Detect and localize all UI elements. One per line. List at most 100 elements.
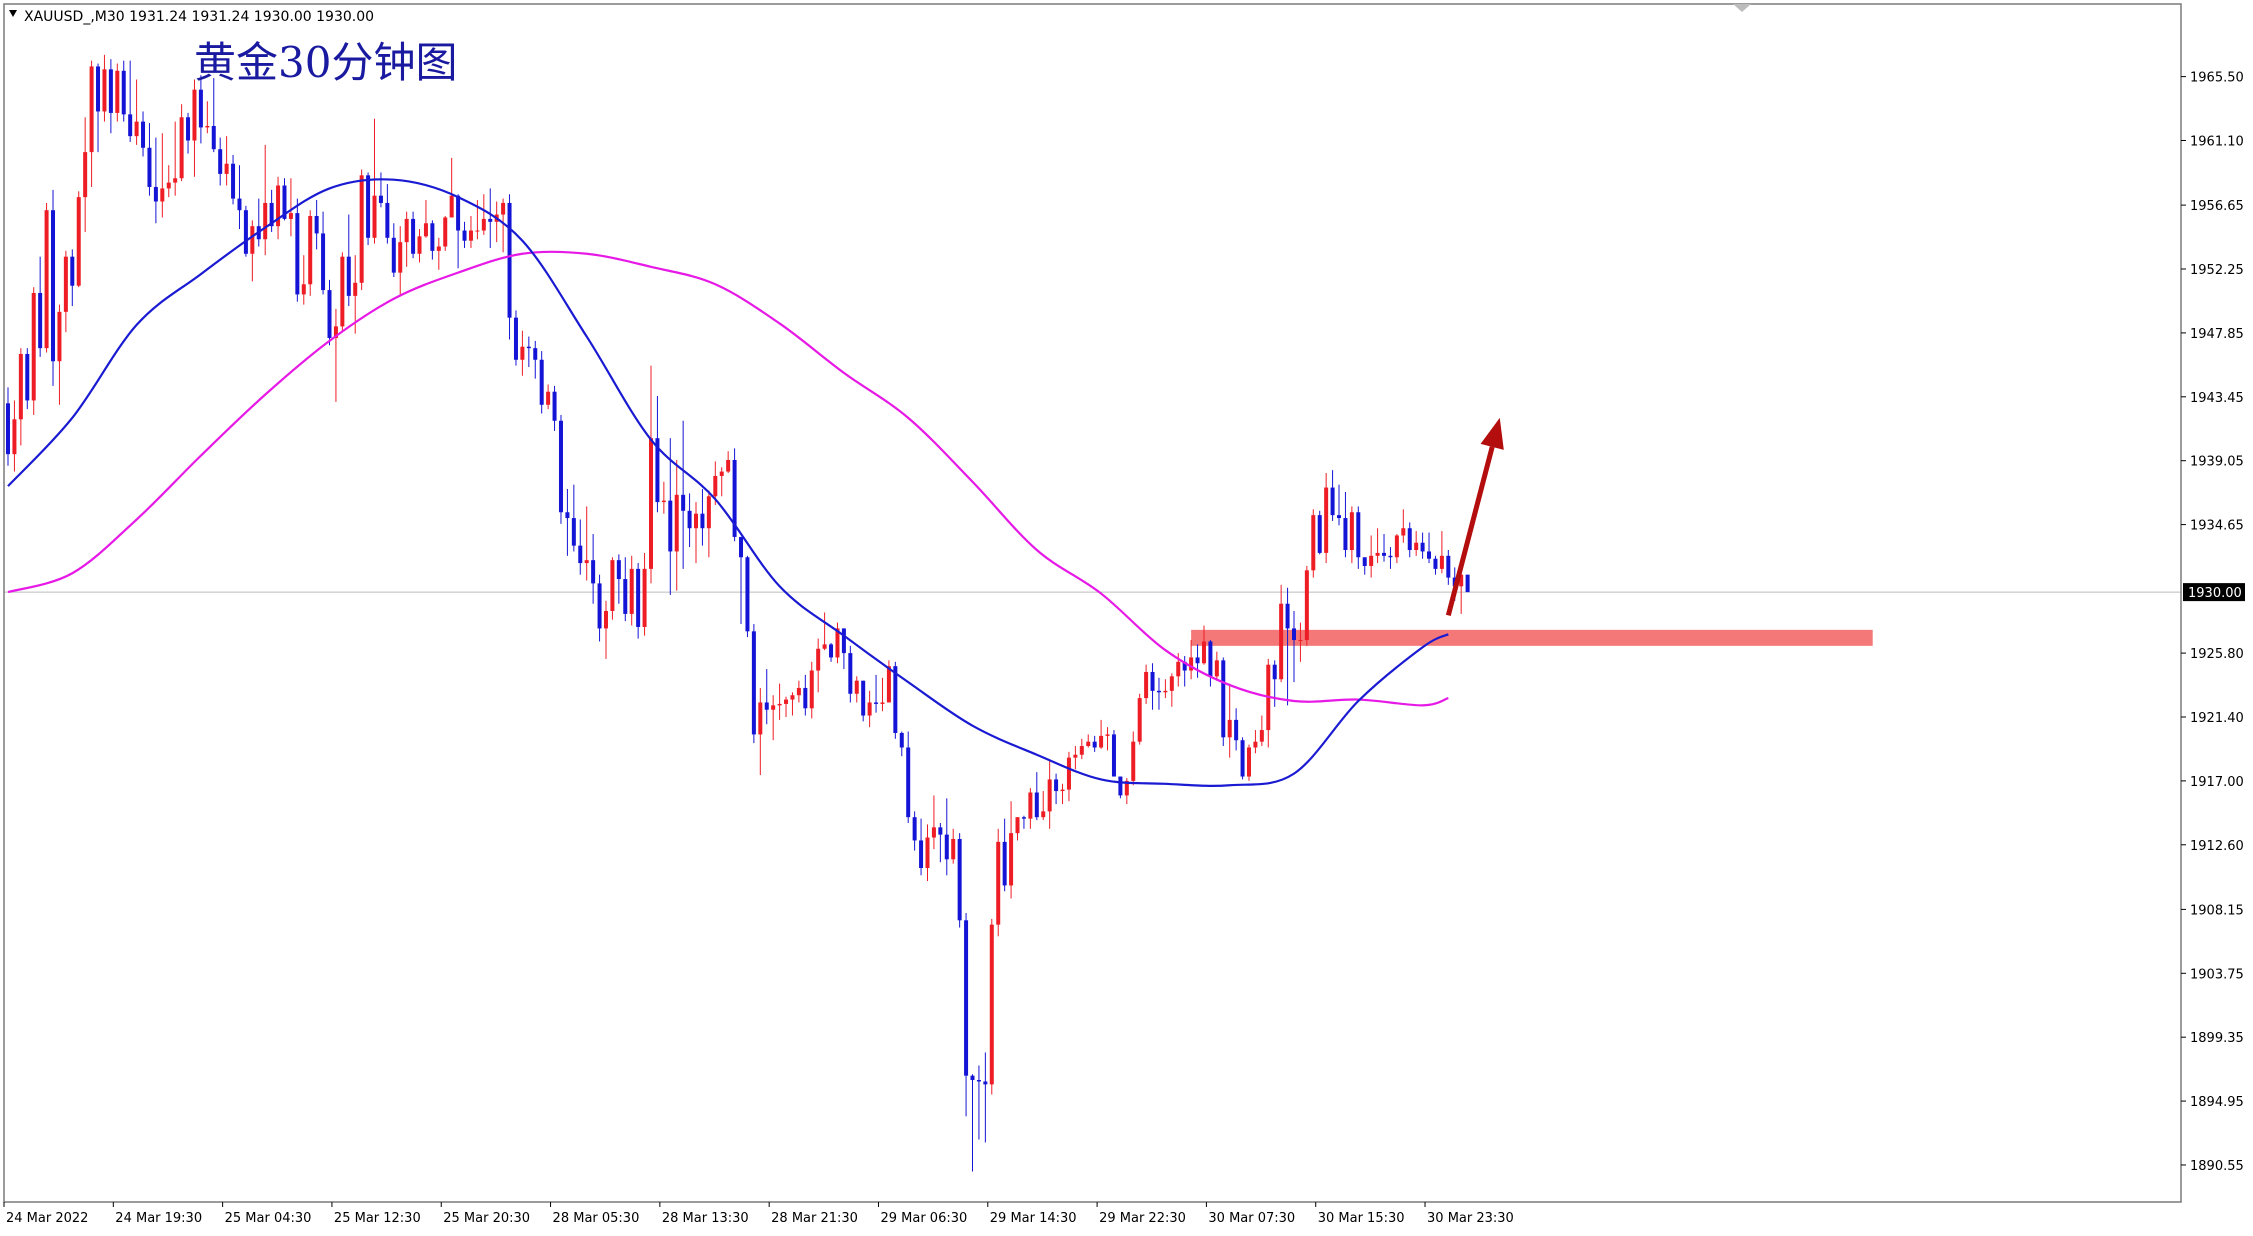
candle-body [237, 198, 242, 211]
candle [205, 101, 210, 134]
candle [224, 136, 229, 186]
candle-body [353, 282, 358, 296]
y-tick-label: 1921.40 [2190, 711, 2244, 726]
candle [1092, 735, 1097, 752]
candle [796, 680, 801, 703]
candle-body [340, 256, 345, 327]
candle-body [610, 560, 615, 611]
candle [411, 211, 416, 259]
candle-body [63, 256, 68, 312]
candle-body [70, 256, 75, 286]
candle-body [976, 1080, 981, 1082]
candle [1420, 532, 1425, 559]
candle [784, 696, 789, 717]
x-tick-label: 29 Mar 06:30 [880, 1211, 967, 1226]
candle-body [1099, 735, 1104, 748]
candle-body [108, 69, 113, 113]
candle [443, 216, 448, 251]
candle [1214, 651, 1219, 681]
candle [1382, 534, 1387, 562]
candle-body [398, 242, 403, 273]
candle [147, 123, 152, 196]
candle-body [758, 702, 763, 735]
candle-body [468, 230, 473, 241]
candle [327, 279, 332, 346]
candle-body [218, 149, 223, 174]
candle [1246, 744, 1251, 781]
candle [719, 467, 724, 497]
candle-body [1259, 730, 1264, 742]
candle [263, 144, 268, 256]
candle-body [1221, 660, 1226, 738]
candle [874, 674, 879, 713]
candle-body [854, 680, 859, 694]
candle-body [1041, 811, 1046, 818]
candle [623, 557, 628, 622]
candle [1317, 510, 1322, 555]
candle-body [931, 827, 936, 838]
candle-body [603, 610, 608, 629]
candle-body [115, 70, 120, 113]
candle [649, 365, 653, 584]
candle-body [1105, 734, 1110, 736]
candle [1041, 791, 1046, 821]
candle [83, 117, 88, 232]
candle [449, 157, 454, 218]
candle-body [1311, 515, 1316, 571]
candle-body [1317, 515, 1322, 553]
candle [803, 674, 808, 716]
candle [404, 211, 409, 267]
candle [751, 624, 756, 744]
candle-body [1324, 487, 1329, 553]
candle [1099, 719, 1104, 749]
candle [764, 669, 769, 725]
candle [758, 687, 763, 776]
candle-body [1195, 657, 1200, 664]
candle-body [1189, 657, 1194, 671]
candle-body [488, 218, 493, 222]
candle-body [57, 311, 62, 362]
candle [1060, 783, 1065, 805]
candle [1465, 574, 1470, 593]
candle [1240, 737, 1245, 780]
candle-body [1407, 528, 1412, 550]
candle-body [803, 687, 808, 709]
y-tick-label: 1965.50 [2190, 71, 2244, 86]
candle [288, 178, 293, 237]
candle [385, 184, 390, 244]
candle-body [771, 705, 776, 710]
candle-body [443, 217, 448, 247]
candle [636, 563, 641, 639]
scroll-marker-icon[interactable] [1733, 4, 1751, 12]
candle [674, 459, 679, 591]
candle-body [263, 202, 268, 240]
candle [584, 506, 589, 581]
candle-body [809, 670, 814, 709]
y-tick-label: 1890.55 [2190, 1159, 2244, 1174]
candle [726, 451, 731, 474]
candle [597, 574, 602, 642]
chart-menu-triangle-icon[interactable] [9, 10, 17, 17]
candle [867, 690, 872, 728]
candle-body [694, 513, 699, 529]
candle [1304, 565, 1309, 646]
candle-body [1343, 518, 1348, 550]
candle-body [784, 699, 789, 704]
candle [912, 811, 917, 851]
candle-body [597, 583, 602, 629]
candle-body [925, 837, 930, 869]
candle-body [153, 186, 158, 202]
candle-body [224, 163, 229, 174]
candle [1208, 640, 1213, 687]
candle-body [269, 202, 274, 227]
candle [687, 493, 692, 548]
candle [880, 677, 885, 712]
candle [134, 79, 139, 145]
candle [546, 384, 551, 410]
candle-body [1144, 671, 1149, 699]
y-tick-label: 1903.75 [2190, 967, 2244, 982]
candle-body [430, 223, 435, 251]
candle [1118, 776, 1123, 799]
candle-body [314, 216, 319, 234]
candle [1137, 693, 1142, 745]
